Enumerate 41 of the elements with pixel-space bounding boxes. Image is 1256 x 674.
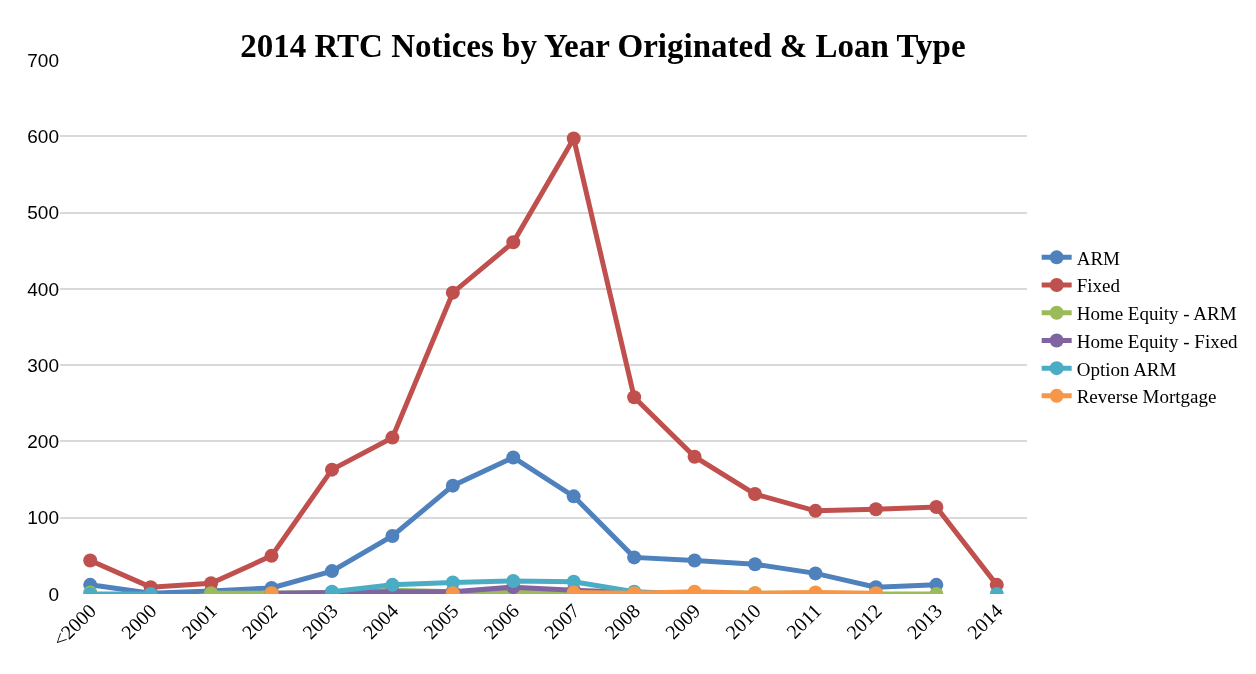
point — [385, 430, 400, 445]
y-tick-label: 200 — [27, 431, 59, 453]
point — [566, 131, 581, 146]
point — [385, 529, 400, 544]
y-tick-label: 100 — [27, 507, 59, 529]
y-tick-label: 400 — [27, 278, 59, 300]
point — [627, 390, 642, 405]
legend-label: Home Equity - Fixed — [1076, 330, 1239, 352]
legend-label: ARM — [1076, 247, 1121, 269]
legend-label: Fixed — [1076, 275, 1121, 297]
point — [506, 574, 521, 589]
y-tick-label: 500 — [27, 202, 59, 224]
point — [324, 564, 339, 579]
point — [445, 285, 460, 300]
chart-title: 2014 RTC Notices by Year Originated & Loan Type — [240, 27, 966, 64]
legend-label: Reverse Mortgage — [1076, 386, 1217, 408]
point — [808, 503, 823, 518]
y-tick-label: 600 — [27, 125, 59, 147]
y-tick-label: 700 — [27, 49, 59, 71]
point — [808, 566, 823, 581]
y-tick-label: 0 — [48, 583, 59, 605]
point — [929, 500, 944, 515]
point — [687, 449, 702, 464]
point — [627, 550, 642, 565]
point — [445, 478, 460, 493]
point — [566, 489, 581, 504]
legend-label: Home Equity - ARM — [1076, 303, 1237, 325]
x-tick-label: 2001 — [177, 599, 221, 644]
point — [506, 235, 521, 250]
point — [264, 548, 279, 563]
point — [324, 462, 339, 477]
point — [868, 502, 883, 517]
point — [83, 553, 98, 568]
x-tick-label: 2011 — [782, 599, 826, 643]
point — [687, 553, 702, 568]
point — [748, 487, 763, 502]
point — [385, 577, 400, 592]
point — [506, 450, 521, 465]
y-tick-label: 300 — [27, 354, 59, 376]
point — [748, 557, 763, 572]
legend-label: Option ARM — [1076, 358, 1177, 380]
